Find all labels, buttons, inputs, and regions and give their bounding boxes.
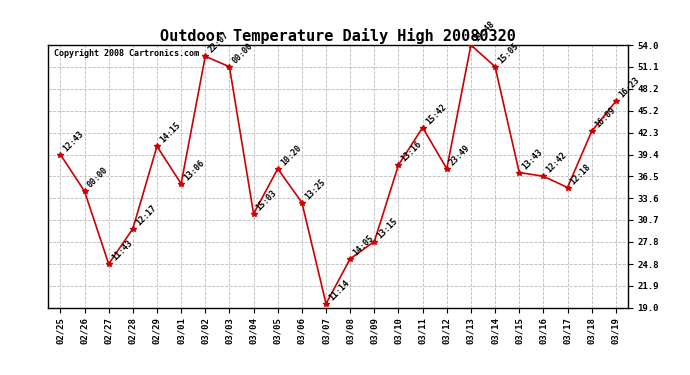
Text: 12:43: 12:43 [61,129,86,153]
Text: 13:43: 13:43 [520,147,544,171]
Text: 12:42: 12:42 [544,151,569,175]
Text: 13:06: 13:06 [182,158,206,182]
Text: 22:07: 22:07 [206,31,230,55]
Title: Outdoor Temperature Daily High 20080320: Outdoor Temperature Daily High 20080320 [160,28,516,44]
Text: 14:05: 14:05 [351,233,375,257]
Text: 00:00: 00:00 [230,41,255,65]
Text: 11:14: 11:14 [327,278,351,302]
Text: 10:20: 10:20 [279,143,303,167]
Text: 12:17: 12:17 [134,203,158,227]
Text: 16:09: 16:09 [593,106,617,130]
Text: 00:00: 00:00 [86,166,110,190]
Text: 13:16: 13:16 [400,140,424,164]
Text: 15:03: 15:03 [255,188,279,212]
Text: 13:15: 13:15 [375,216,400,240]
Text: 14:48: 14:48 [472,20,496,44]
Text: 13:25: 13:25 [303,177,327,201]
Text: 23:49: 23:49 [448,143,472,167]
Text: 15:42: 15:42 [424,102,448,126]
Text: 15:05: 15:05 [496,41,520,65]
Text: 14:15: 14:15 [158,121,182,145]
Text: Copyright 2008 Cartronics.com: Copyright 2008 Cartronics.com [54,49,199,58]
Text: 11:43: 11:43 [110,238,134,262]
Text: 12:18: 12:18 [569,162,593,186]
Text: 16:23: 16:23 [617,76,641,100]
